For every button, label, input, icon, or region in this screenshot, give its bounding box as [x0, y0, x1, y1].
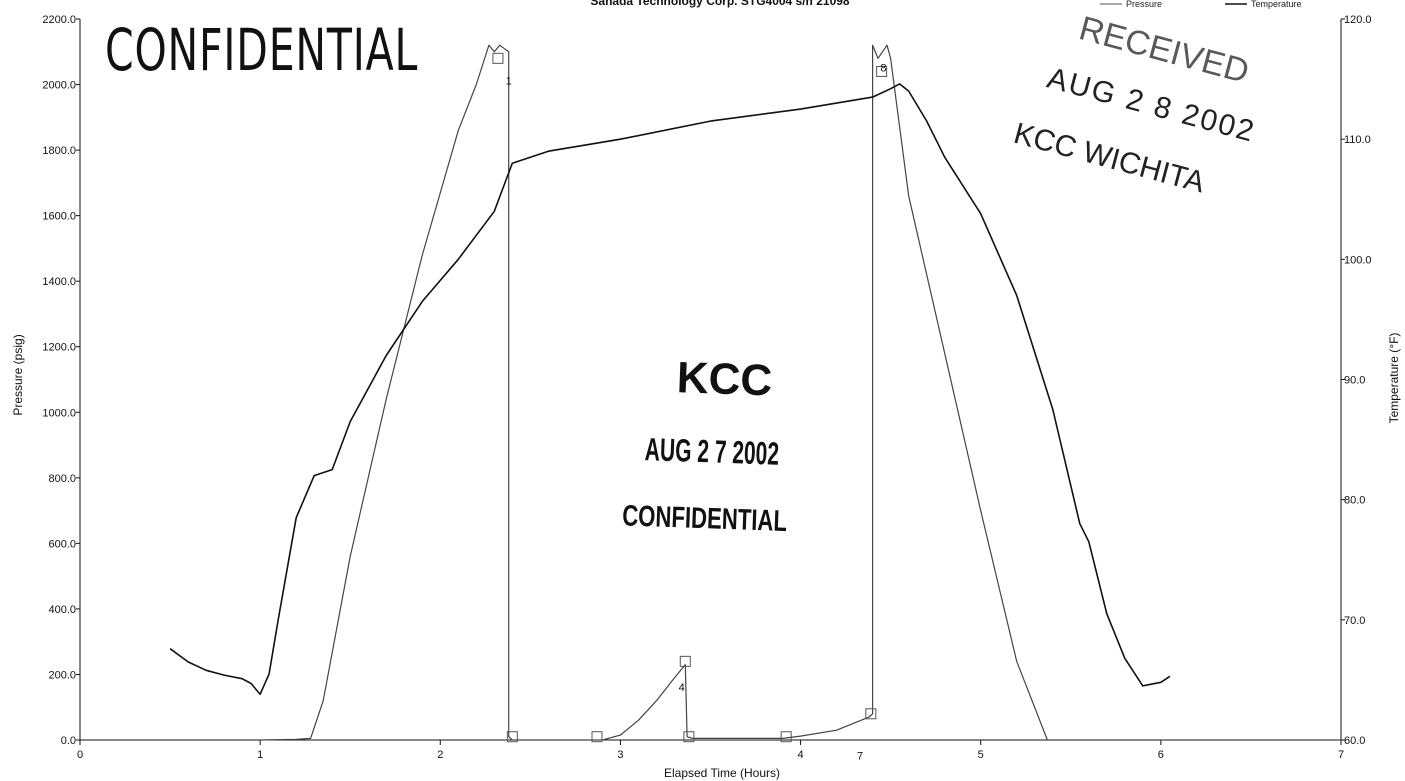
x-tick-label: 7: [1338, 749, 1344, 761]
y-tick-label: 600.0: [48, 538, 76, 550]
kcc-stamp-title: KCC: [676, 353, 773, 405]
x-tick-label: 5: [978, 749, 984, 761]
pressure-marker: [876, 65, 888, 77]
y2-axis-title: Temperature (°F): [1387, 333, 1401, 424]
legend-pressure-label-visible: Pressure: [1126, 0, 1162, 9]
y2-tick-label: 70.0: [1344, 615, 1365, 627]
y-tick-label: 0.0: [61, 735, 76, 747]
y2-axis-ticks: 60.0 70.0 80.0 90.0 100.0 110.0 120.0: [1341, 14, 1372, 747]
kcc-stamp-confidential: CONFIDENTIAL: [622, 498, 788, 538]
y-tick-label: 1200.0: [42, 342, 76, 354]
y-tick-label: 1400.0: [42, 276, 76, 288]
kcc-stamp-date: AUG 2 7 2002: [644, 430, 779, 471]
y-axis-title: Pressure (psig): [11, 334, 25, 415]
point-label: 7: [857, 751, 863, 763]
y2-tick-label: 80.0: [1344, 495, 1365, 507]
marker-layer: [492, 52, 888, 743]
y-tick-label: 2000.0: [42, 80, 76, 92]
pressure-marker: [865, 708, 877, 720]
received-stamp: RECEIVED AUG 2 8 2002 KCC WICHITA: [1010, 9, 1259, 199]
pressure-marker: [683, 731, 695, 743]
point-label: 1: [506, 76, 512, 88]
chart-title-visible: Sahada Technology Corp. STG4004 s/n 2109…: [590, 0, 850, 8]
series-line-pressure: [260, 44, 1341, 741]
y2-tick-label: 120.0: [1344, 14, 1372, 26]
y2-tick-label: 90.0: [1344, 375, 1365, 387]
pressure-marker: [780, 731, 792, 743]
y-tick-label: 2200.0: [42, 14, 76, 26]
cropped-top-band: [0, 0, 1405, 13]
pressure-marker: [591, 731, 603, 743]
x-axis-ticks: 0 1 2 3 4 5 6 7: [77, 740, 1344, 761]
confidential-stamp-top: CONFIDENTIAL: [105, 17, 418, 84]
x-tick-label: 0: [77, 749, 83, 761]
x-axis-title: Elapsed Time (Hours): [664, 766, 780, 780]
x-tick-label: 6: [1158, 749, 1164, 761]
point-label: 8: [880, 62, 886, 74]
pressure-marker: [492, 52, 504, 64]
x-tick-label: 2: [437, 749, 443, 761]
y-tick-label: 1000.0: [42, 407, 76, 419]
series-layer: [169, 44, 1341, 741]
y-tick-label: 400.0: [48, 604, 76, 616]
x-tick-label: 4: [798, 749, 804, 761]
y-axis-ticks: 0.0 200.0 400.0 600.0 800.0 1000.0 1200.0 1400.…: [42, 14, 80, 747]
point-label-layer: 1 4 7 8: [506, 62, 887, 762]
y2-tick-label: 100.0: [1344, 254, 1372, 266]
kcc-stamp: KCC AUG 2 7 2002 CONFIDENTIAL: [622, 353, 788, 538]
y-tick-label: 1600.0: [42, 211, 76, 223]
y2-tick-label: 110.0: [1344, 134, 1371, 146]
series-line-temperature: [169, 83, 1171, 696]
confidential-stamp-text: CONFIDENTIAL: [105, 17, 418, 84]
y-tick-label: 1800.0: [42, 145, 76, 157]
x-tick-label: 3: [617, 749, 623, 761]
x-tick-label: 1: [257, 749, 263, 761]
pressure-marker: [506, 731, 518, 743]
y-tick-label: 200.0: [48, 669, 76, 681]
legend-temperature-label-visible: Temperature: [1251, 0, 1302, 9]
pressure-marker: [679, 655, 691, 667]
point-label: 4: [679, 682, 685, 694]
y-tick-label: 800.0: [48, 473, 76, 485]
y2-tick-label: 60.0: [1344, 735, 1365, 747]
